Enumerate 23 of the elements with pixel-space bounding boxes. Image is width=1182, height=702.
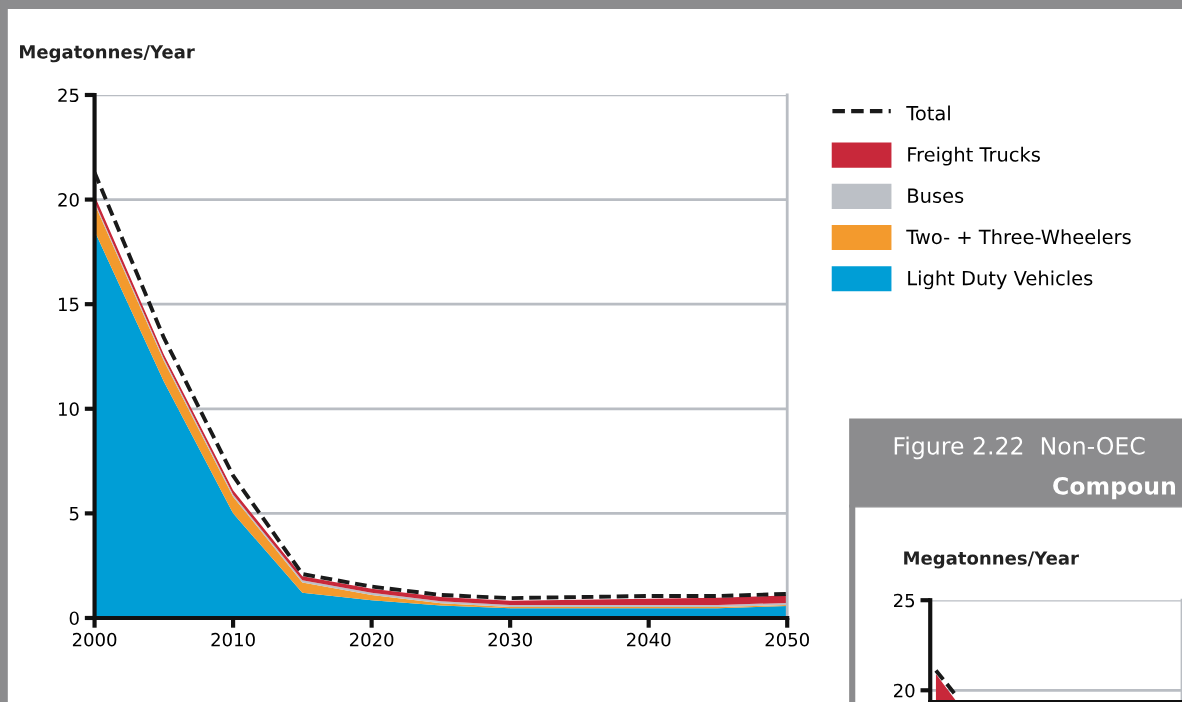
x-tick-label: 2020 [349, 632, 394, 647]
chart-title: Figure 2.22 Non-OEC [894, 436, 1145, 460]
chart-subtitle: Compoun [1053, 476, 1176, 500]
y-tick-label: 15 [58, 297, 79, 312]
y-axis-title: Megatonnes/Year [20, 45, 195, 63]
y-tick-label: 10 [58, 402, 79, 416]
legend-label: Total [906, 105, 950, 121]
y-tick-label: 0 [69, 611, 79, 626]
legend-label: Two- + Three-Wheelers [906, 229, 1131, 245]
y-tick-label: 25 [58, 88, 79, 103]
y-tick-label: 5 [69, 507, 79, 521]
legend-label: Buses [908, 188, 964, 204]
legend-label: Light Duty Vehicles [908, 270, 1093, 290]
y-axis-title: Megatonnes/Year [904, 551, 1079, 569]
x-tick-label: 2010 [211, 632, 255, 647]
y-tick-label: 20 [58, 193, 79, 207]
y-tick-label: 25 [894, 593, 915, 608]
x-tick-label: 2050 [765, 632, 809, 647]
x-tick-label: 2040 [627, 632, 671, 647]
y-tick-label: 20 [894, 683, 915, 698]
x-tick-label: 2030 [488, 632, 532, 647]
legend-label: Freight Trucks [908, 146, 1040, 166]
x-tick-label: 2000 [72, 632, 117, 647]
